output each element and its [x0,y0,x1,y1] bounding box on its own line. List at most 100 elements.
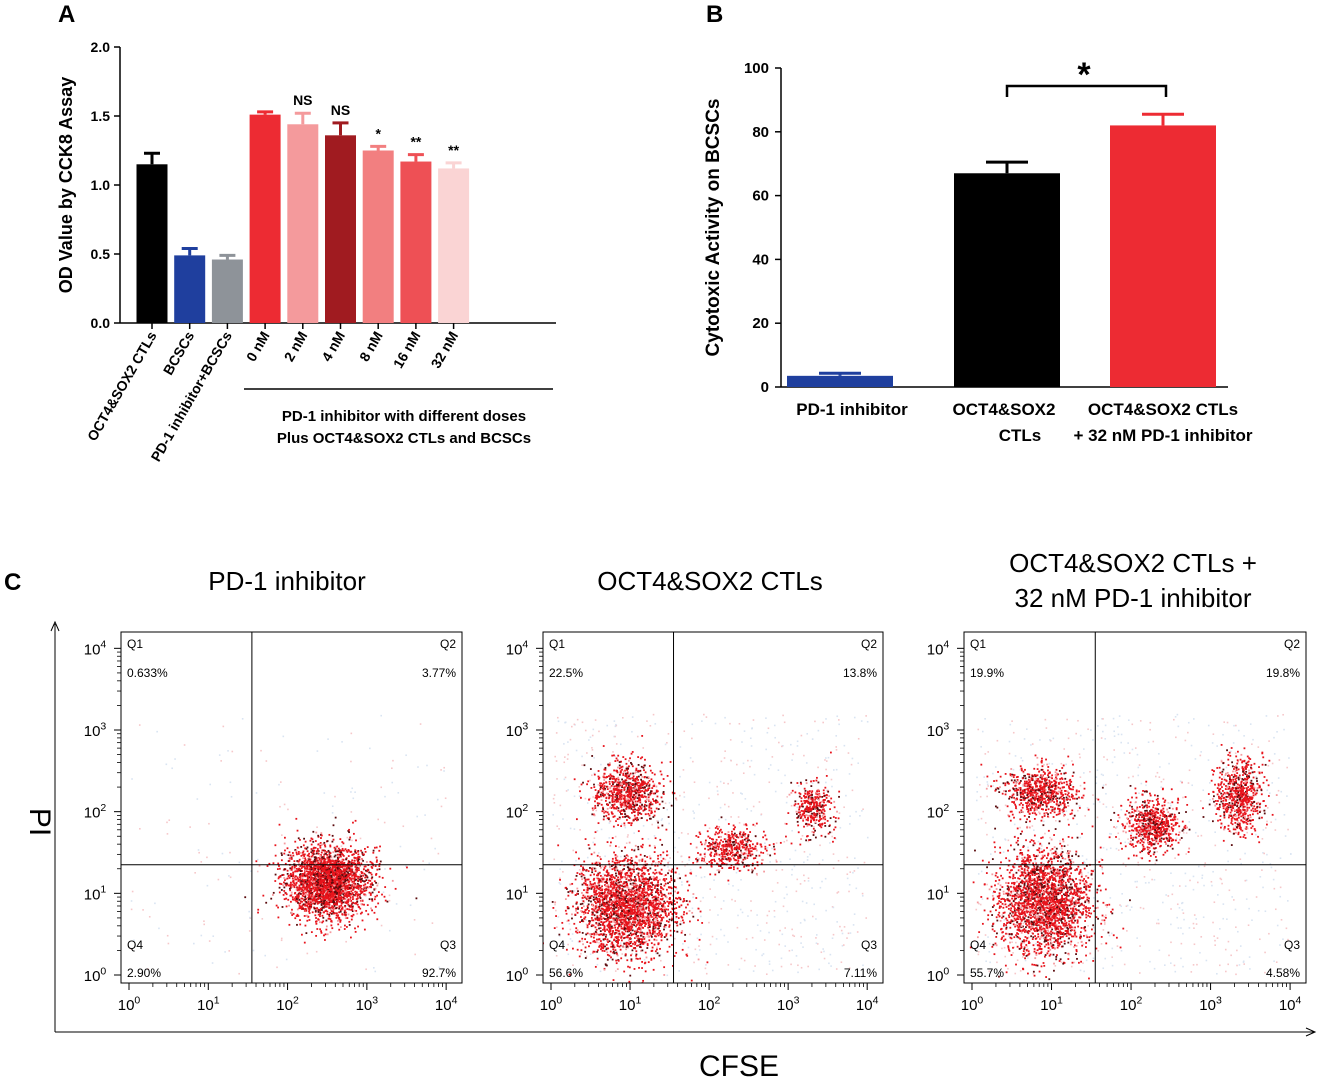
flow-y-tick-label: 100 [506,965,529,985]
panel-a-annotation: NS [331,102,350,118]
panel-a-category-label: 8 nM [356,329,386,365]
quadrant-q4-label: Q4 [549,938,565,952]
flow-x-tick-label: 102 [276,994,299,1014]
panel-b-y-tick-label: 100 [744,60,769,77]
flow-x-tick-label: 103 [356,994,379,1014]
panel-b-y-tick-label: 40 [752,251,769,268]
panel-a-category-label: 2 nM [281,329,311,365]
panel-a-group-label: Plus OCT4&SOX2 CTLs and BCSCs [277,430,531,447]
panel-a-category-label: 4 nM [318,329,348,365]
flow-plot-dots [543,713,869,983]
flow-y-tick-label: 103 [927,720,950,740]
flow-x-tick-label: 104 [435,994,458,1014]
flow-plot-title: 32 nM PD-1 inhibitor [1015,583,1252,613]
panel-a-category-label: 16 nM [390,329,424,371]
panel-a-bar-9 [438,168,470,323]
quadrant-q1-value: 0.633% [127,666,168,680]
panel-a-bar-4 [249,114,281,324]
panel-b-significance-bracket [1005,84,1168,97]
flow-x-tick-label: 103 [1199,994,1222,1014]
panel-label-c: C [4,569,21,596]
panel-b-y-tick-label: 0 [761,379,769,396]
panel-c-x-arrow [1305,1027,1317,1037]
quadrant-q2-value: 13.8% [843,666,877,680]
flow-y-tick-label: 102 [506,802,529,822]
flow-plot-1: PD-1 inhibitor Q1 0.633% Q2 3.77% Q3 92.7% Q4 2.… [84,566,463,1014]
panel-a-bar-2 [174,255,206,323]
panel-a-category-label: BCSCs [160,328,198,377]
quadrant-q2-label: Q2 [1284,637,1300,651]
quadrant-q3-label: Q3 [861,938,877,952]
quadrant-q4-label: Q4 [127,938,143,952]
panel-a-bar-1 [136,164,168,323]
quadrant-q1-value: 22.5% [549,666,583,680]
flow-y-tick-label: 101 [927,884,950,904]
quadrant-q4-value: 2.90% [127,966,161,980]
quadrant-q1-label: Q1 [970,637,986,651]
quadrant-q1-label: Q1 [127,637,143,651]
flow-y-tick-label: 102 [84,802,107,822]
panel-a-category-label: PD-1 inhibitor+BCSCs [147,328,235,464]
flow-plot-3: OCT4&SOX2 CTLs + 32 nM PD-1 inhibitor Q1 19… [927,548,1307,1014]
flow-y-tick-label: 102 [927,802,950,822]
panel-a-annotation: ** [410,134,421,150]
panel-b-bar-3 [1110,125,1216,388]
flow-x-tick-label: 100 [118,994,141,1014]
panel-a-bar-8 [400,161,432,323]
flow-y-tick-label: 100 [84,965,107,985]
panel-b-category-label: OCT4&SOX2 CTLs [1088,400,1238,419]
flow-y-tick-label: 104 [927,639,950,659]
flow-plot-title: OCT4&SOX2 CTLs [597,566,822,596]
panel-a-y-label: OD Value by CCK8 Assay [56,77,76,293]
quadrant-q4-value: 56.6% [549,966,583,980]
panel-a-y-tick-label: 0.0 [91,315,111,331]
panel-a-y-tick-label: 2.0 [91,39,111,55]
panel-a-category-label: 32 nM [427,329,461,371]
panel-a-annotation: NS [293,92,312,108]
quadrant-q2-label: Q2 [440,637,456,651]
quadrant-q3-value: 4.58% [1266,966,1300,980]
panel-a-bar-7 [362,150,394,323]
flow-y-tick-label: 104 [84,639,107,659]
quadrant-q2-value: 19.8% [1266,666,1300,680]
quadrant-q3-value: 7.11% [844,966,877,980]
panel-a-bar-6 [325,135,356,323]
panel-c-y-label: PI [23,808,56,836]
flow-plot-title: OCT4&SOX2 CTLs + [1009,548,1257,578]
panel-a-bar-3 [211,259,243,323]
panel-b-y-tick-label: 80 [752,124,769,141]
quadrant-q1-label: Q1 [549,637,565,651]
flow-x-tick-label: 101 [1040,994,1063,1014]
quadrant-q1-value: 19.9% [970,666,1004,680]
flow-x-tick-label: 101 [619,994,642,1014]
quadrant-q4-value: 55.7% [970,966,1004,980]
panel-a-category-label: OCT4&SOX2 CTLs [84,328,160,443]
panel-b-chart: 0 20 40 60 80 100 Cytotoxic Activity on BCSCs P… [703,56,1253,445]
flow-y-tick-label: 101 [84,884,107,904]
quadrant-q3-label: Q3 [440,938,456,952]
flow-plot-frame [120,631,463,984]
flow-y-tick-label: 101 [506,884,529,904]
flow-x-tick-label: 100 [961,994,984,1014]
panel-b-category-label: OCT4&SOX2 [953,400,1056,419]
panel-b-bar-1 [787,375,893,387]
flow-x-tick-label: 100 [540,994,563,1014]
panel-b-category-label: PD-1 inhibitor [796,400,908,419]
panel-a-y-tick-label: 1.0 [91,177,111,193]
quadrant-q3-value: 92.7% [422,966,456,980]
panel-b-bar-2 [954,173,1060,387]
flow-y-tick-label: 103 [506,720,529,740]
panel-a-y-tick-label: 1.5 [91,108,111,124]
flow-plot-2: OCT4&SOX2 CTLs Q1 22.5% Q2 13.8% Q3 7.11% Q4 56.… [506,566,884,1014]
panel-a-annotation: * [375,125,381,141]
flow-plot-dots [969,713,1292,981]
flow-plot-frame [542,631,884,984]
quadrant-q2-value: 3.77% [422,666,456,680]
panel-b-y-tick-label: 20 [752,315,769,332]
flow-x-tick-label: 102 [698,994,721,1014]
panel-c-flow: PI CFSE PD-1 inhibitor Q1 0.633% Q2 3.77% Q3 92.… [23,548,1317,1080]
flow-plot-title: PD-1 inhibitor [208,566,366,596]
panel-c-x-label: CFSE [699,1050,779,1080]
panel-b-significance-star: * [1077,56,1091,94]
